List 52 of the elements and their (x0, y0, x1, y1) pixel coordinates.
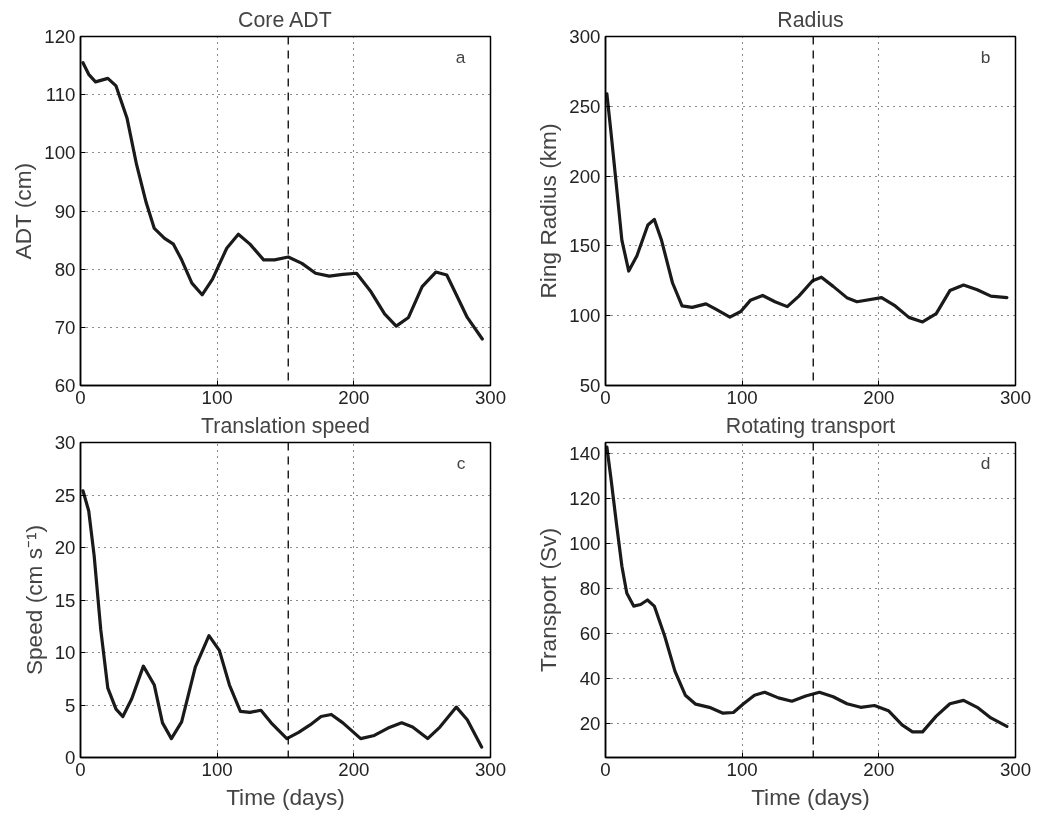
y-axis-title: Ring Radius (km) (535, 123, 562, 299)
chart-title: Rotating transport (725, 413, 896, 438)
y-tick-label: 300 (569, 26, 601, 47)
x-axis-title: Time (days) (751, 783, 870, 810)
y-tick-label: 60 (54, 375, 76, 396)
y-tick-label: 110 (45, 84, 76, 106)
y-tick-label: 60 (579, 623, 601, 645)
x-tick-label: 200 (863, 386, 895, 408)
y-tick-label: 120 (44, 26, 76, 47)
y-tick-label: 40 (579, 668, 601, 690)
y-tick-label: 50 (579, 375, 601, 396)
y-tick-label: 70 (54, 316, 76, 338)
chart-title: Core ADT (238, 7, 332, 32)
x-tick-label: 100 (726, 386, 758, 408)
x-tick-label: 100 (726, 758, 758, 780)
y-axis-title: ADT (cm) (10, 162, 37, 260)
y-tick-label: 100 (569, 305, 601, 327)
x-tick-label: 100 (201, 758, 233, 780)
y-tick-label: 15 (54, 589, 76, 611)
y-tick-label: 30 (54, 432, 76, 453)
annotation: c (456, 452, 466, 473)
annotation: b (980, 46, 991, 67)
y-tick-label: 20 (579, 713, 601, 735)
x-tick-label: 100 (201, 386, 233, 408)
x-tick-label: 200 (863, 758, 895, 780)
x-axis-title: Time (days) (226, 783, 345, 810)
y-tick-label: 90 (54, 200, 76, 222)
y-tick-label: 140 (569, 443, 601, 465)
y-tick-label: 10 (54, 642, 76, 663)
x-tick-label: 200 (338, 386, 370, 408)
y-tick-label: 200 (569, 165, 601, 187)
y-tick-label: 250 (569, 95, 601, 117)
y-tick-label: 100 (44, 142, 76, 164)
y-tick-label: 80 (54, 258, 76, 280)
x-tick-label: 200 (338, 758, 370, 780)
annotation: a (455, 46, 466, 67)
y-axis-title: Speed (cm s⁻¹) (20, 524, 47, 676)
chart-title: Radius (777, 7, 844, 32)
x-tick-label: 300 (999, 386, 1032, 408)
y-tick-label: 20 (54, 537, 76, 558)
y-tick-label: 150 (569, 235, 601, 257)
annotation: d (980, 452, 991, 473)
y-tick-label: 25 (54, 484, 76, 506)
y-tick-label: 120 (569, 488, 601, 510)
y-tick-label: 100 (569, 533, 601, 555)
x-tick-label: 300 (474, 758, 507, 780)
x-tick-label: 300 (999, 758, 1032, 780)
x-tick-label: 300 (474, 386, 507, 408)
y-axis-title: Transport (Sv) (535, 528, 562, 672)
y-tick-label: 80 (579, 578, 601, 600)
y-tick-label: 5 (65, 694, 76, 716)
chart-title: Translation speed (201, 413, 370, 438)
